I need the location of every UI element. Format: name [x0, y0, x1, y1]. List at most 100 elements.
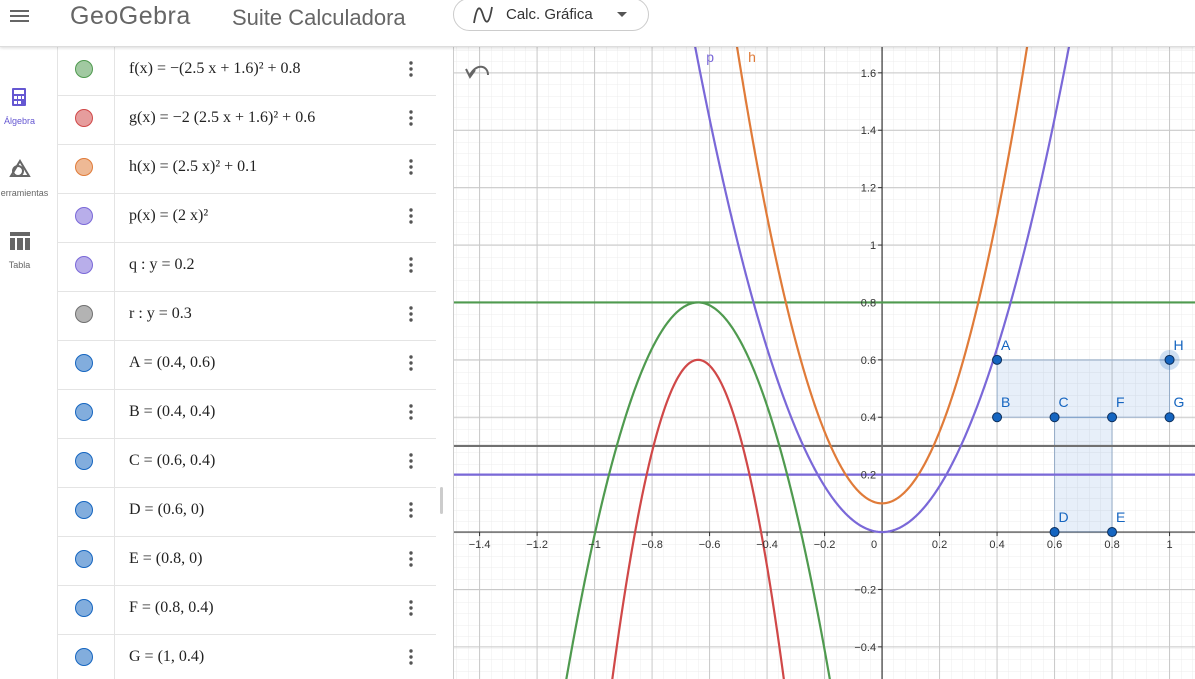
divider [114, 341, 115, 390]
more-menu[interactable] [409, 159, 413, 175]
divider [114, 390, 115, 439]
expression[interactable]: g(x) = −2 (2.5 x + 1.6)² + 0.6 [129, 109, 316, 126]
more-menu[interactable] [409, 600, 413, 616]
expression[interactable]: A = (0.4, 0.6) [129, 354, 216, 371]
point-label: C [1059, 394, 1069, 410]
algebra-row[interactable]: f(x) = −(2.5 x + 1.6)² + 0.8 [58, 47, 436, 96]
visibility-toggle[interactable] [75, 648, 93, 666]
function-curve [735, 47, 1029, 505]
graph-icon [473, 6, 493, 24]
more-menu[interactable] [409, 257, 413, 273]
tools-icon[interactable] [9, 159, 31, 179]
undo-button[interactable] [469, 65, 489, 76]
point [1164, 412, 1175, 423]
polygon [996, 359, 1171, 418]
point-label: H [1174, 337, 1184, 353]
sidebar-label[interactable]: Álgebra [3, 116, 36, 126]
expression[interactable]: B = (0.4, 0.4) [129, 403, 216, 420]
visibility-toggle[interactable] [75, 599, 93, 617]
expression[interactable]: D = (0.6, 0) [129, 501, 205, 518]
visibility-toggle[interactable] [75, 60, 93, 78]
curve-label: p [706, 49, 714, 65]
y-tick-label: 0.6 [861, 355, 876, 367]
expression[interactable]: f(x) = −(2.5 x + 1.6)² + 0.8 [129, 60, 301, 77]
expression[interactable]: h(x) = (2.5 x)² + 0.1 [129, 158, 258, 175]
expression[interactable]: E = (0.8, 0) [129, 550, 203, 567]
more-menu[interactable] [409, 110, 413, 126]
more-menu[interactable] [409, 649, 413, 665]
algebra-row[interactable]: p(x) = (2 x)² [58, 194, 436, 243]
more-menu[interactable] [409, 355, 413, 371]
dropdown-caret [617, 12, 627, 17]
visibility-toggle[interactable] [75, 403, 93, 421]
sidebar-label[interactable]: erramientas [0, 188, 49, 198]
algebra-view: f(x) = −(2.5 x + 1.6)² + 0.8 g(x) = −2 (2… [57, 47, 436, 679]
x-tick-label: 1 [1166, 539, 1172, 551]
point-label: G [1174, 394, 1185, 410]
point [992, 354, 1003, 365]
more-menu[interactable] [409, 453, 413, 469]
x-tick-label: 0 [871, 539, 877, 551]
algebra-row[interactable]: g(x) = −2 (2.5 x + 1.6)² + 0.6 [58, 96, 436, 145]
more-menu[interactable] [409, 502, 413, 518]
curve-label: h [748, 49, 756, 65]
visibility-toggle[interactable] [75, 207, 93, 225]
visibility-toggle[interactable] [75, 109, 93, 127]
x-tick-label: 0.6 [1047, 539, 1062, 551]
divider [114, 243, 115, 292]
app-switcher-label: Calc. Gráfica [506, 6, 593, 23]
x-tick-label: −0.4 [756, 539, 778, 551]
algebra-row[interactable]: r : y = 0.3 [58, 292, 436, 341]
algebra-row[interactable]: B = (0.4, 0.4) [58, 390, 436, 439]
more-menu[interactable] [409, 551, 413, 567]
algebra-row[interactable]: E = (0.8, 0) [58, 537, 436, 586]
app-switcher[interactable]: Calc. Gráfica [453, 0, 649, 31]
scrollbar[interactable] [440, 487, 443, 514]
y-tick-label: 1.4 [861, 125, 876, 137]
more-menu[interactable] [409, 208, 413, 224]
algebra-row[interactable]: h(x) = (2.5 x)² + 0.1 [58, 145, 436, 194]
visibility-toggle[interactable] [75, 501, 93, 519]
sidebar-label[interactable]: Tabla [8, 260, 31, 270]
visibility-toggle[interactable] [75, 354, 93, 372]
x-tick-label: 0.8 [1104, 539, 1119, 551]
x-tick-label: −1.2 [526, 539, 548, 551]
logo[interactable]: GeoGebra [70, 2, 191, 30]
divider [114, 292, 115, 341]
algebra-row[interactable]: q : y = 0.2 [58, 243, 436, 292]
expression[interactable]: F = (0.8, 0.4) [129, 599, 214, 616]
x-tick-label: −0.2 [814, 539, 836, 551]
visibility-toggle[interactable] [75, 452, 93, 470]
visibility-toggle[interactable] [75, 256, 93, 274]
expression[interactable]: C = (0.6, 0.4) [129, 452, 216, 469]
divider [114, 47, 115, 96]
expression[interactable]: G = (1, 0.4) [129, 648, 205, 665]
visibility-toggle[interactable] [75, 158, 93, 176]
y-tick-label: 1 [870, 240, 876, 252]
point-label: F [1116, 394, 1125, 410]
divider [114, 586, 115, 635]
point [1107, 527, 1118, 538]
more-menu[interactable] [409, 306, 413, 322]
table-icon[interactable] [10, 232, 30, 250]
algebra-icon[interactable] [11, 87, 27, 107]
menu-button[interactable] [10, 8, 30, 24]
expression[interactable]: q : y = 0.2 [129, 256, 195, 273]
visibility-toggle[interactable] [75, 550, 93, 568]
function-curve [694, 47, 1071, 534]
y-tick-label: 1.2 [861, 183, 876, 195]
algebra-row[interactable]: F = (0.8, 0.4) [58, 586, 436, 635]
algebra-row[interactable]: G = (1, 0.4) [58, 635, 436, 679]
more-menu[interactable] [409, 61, 413, 77]
y-tick-label: −0.4 [854, 642, 876, 654]
expression[interactable]: p(x) = (2 x)² [129, 207, 209, 224]
algebra-row[interactable]: D = (0.6, 0) [58, 488, 436, 537]
divider [114, 439, 115, 488]
visibility-toggle[interactable] [75, 305, 93, 323]
more-menu[interactable] [409, 404, 413, 420]
expression[interactable]: r : y = 0.3 [129, 305, 192, 322]
algebra-row[interactable]: C = (0.6, 0.4) [58, 439, 436, 488]
algebra-row[interactable]: A = (0.4, 0.6) [58, 341, 436, 390]
